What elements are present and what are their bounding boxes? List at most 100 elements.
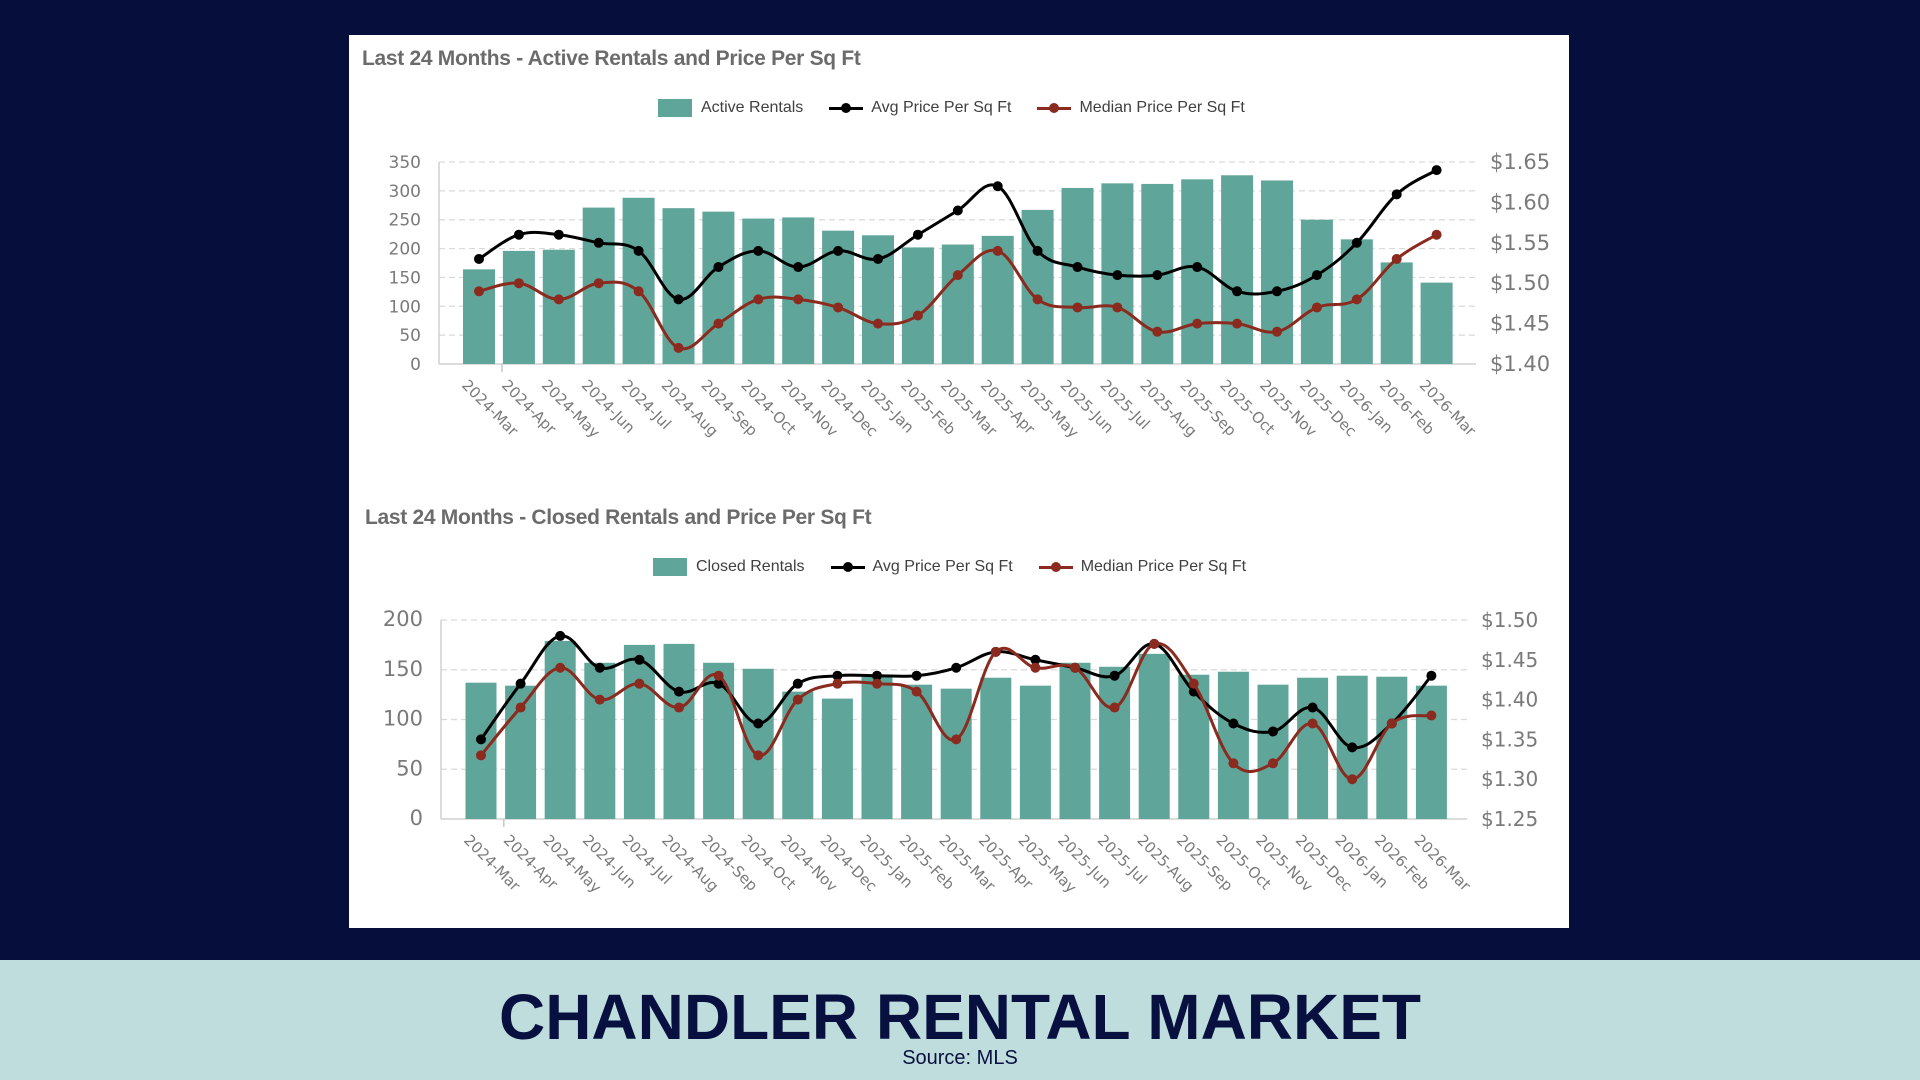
data-point xyxy=(476,750,486,761)
data-point xyxy=(872,670,882,681)
data-point xyxy=(1188,678,1199,689)
data-point xyxy=(634,678,645,689)
chart-title: Last 24 Months - Active Rentals and Pric… xyxy=(362,47,861,70)
data-point xyxy=(553,294,564,305)
legend-item-median: Median Price Per Sq Ft xyxy=(1038,558,1247,576)
data-point xyxy=(633,245,644,256)
legend-label: Active Rentals xyxy=(701,99,804,116)
y-right-tick: $1.45 xyxy=(1490,312,1550,336)
data-point xyxy=(792,678,803,689)
line-marker-icon xyxy=(829,102,864,114)
line-marker-icon xyxy=(1038,561,1073,573)
data-point xyxy=(553,229,564,240)
y-left-tick: 250 xyxy=(389,211,421,231)
data-point xyxy=(1426,670,1437,681)
data-point xyxy=(992,245,1003,256)
bar xyxy=(1019,685,1051,819)
y-left-tick: 0 xyxy=(410,806,423,830)
bar xyxy=(980,677,1012,819)
bar xyxy=(622,197,655,364)
bar xyxy=(821,698,853,819)
bar xyxy=(1221,175,1254,364)
charts-card: Last 24 Months - Active Rentals and Pric… xyxy=(349,35,1569,928)
data-point xyxy=(1311,302,1322,313)
data-point xyxy=(911,670,922,681)
data-point xyxy=(673,294,684,305)
bar xyxy=(861,676,893,819)
data-point xyxy=(593,278,604,289)
bar xyxy=(1178,674,1210,819)
data-point xyxy=(1112,270,1123,281)
bar xyxy=(1420,282,1453,364)
y-left-tick: 50 xyxy=(399,326,421,346)
bar xyxy=(1297,677,1329,819)
y-right-tick: $1.50 xyxy=(1481,608,1538,632)
data-point xyxy=(1272,286,1282,297)
data-point xyxy=(633,286,644,297)
line-marker-icon xyxy=(830,561,865,573)
data-point xyxy=(873,253,883,264)
data-point xyxy=(515,702,526,713)
y-right-tick: $1.30 xyxy=(1481,767,1538,791)
data-point xyxy=(476,734,486,745)
data-point xyxy=(594,694,605,705)
bar xyxy=(940,688,972,819)
data-point xyxy=(873,318,883,329)
data-point xyxy=(952,270,963,281)
y-left-tick: 100 xyxy=(383,707,423,731)
data-point xyxy=(911,686,922,697)
data-point xyxy=(474,286,484,297)
data-point xyxy=(515,678,526,689)
y-left-tick: 150 xyxy=(383,657,423,681)
bar xyxy=(1138,653,1170,819)
y-right-tick: $1.60 xyxy=(1490,190,1550,214)
data-point xyxy=(1347,742,1358,753)
data-point xyxy=(593,237,604,248)
bar xyxy=(502,250,535,364)
data-point xyxy=(952,205,963,216)
data-point xyxy=(1072,302,1083,313)
chart-title: Last 24 Months - Closed Rentals and Pric… xyxy=(365,506,872,529)
data-point xyxy=(912,310,923,321)
legend-item-bars: Closed Rentals xyxy=(653,558,805,576)
legend-label: Closed Rentals xyxy=(696,558,805,575)
data-point xyxy=(1391,253,1402,264)
data-point xyxy=(1228,718,1239,729)
data-point xyxy=(555,662,566,673)
bar xyxy=(1300,219,1333,364)
data-point xyxy=(992,181,1003,192)
data-point xyxy=(555,630,566,641)
data-point xyxy=(793,262,804,273)
data-point xyxy=(951,662,962,673)
legend-label: Median Price Per Sq Ft xyxy=(1080,558,1247,575)
legend-item-avg: Avg Price Per Sq Ft xyxy=(830,558,1013,576)
legend-label: Avg Price Per Sq Ft xyxy=(872,558,1013,575)
data-point xyxy=(1109,670,1120,681)
data-point xyxy=(1307,718,1318,729)
data-point xyxy=(713,262,724,273)
data-point xyxy=(634,654,645,665)
chart-plot: 0 50 100 150 200 $1.25 $1.30 $1.35 $1.40 $1.45 $1.… xyxy=(383,607,1538,897)
data-point xyxy=(792,694,803,705)
data-point xyxy=(1152,270,1163,281)
y-right-tick: $1.25 xyxy=(1481,807,1538,831)
bar xyxy=(1380,262,1413,364)
data-point xyxy=(753,718,764,729)
data-point xyxy=(753,294,764,305)
bar xyxy=(702,211,735,364)
data-point xyxy=(1072,262,1083,273)
title-banner: CHANDLER RENTAL MARKET Source: MLS xyxy=(0,960,1920,1080)
source-label: Source: MLS xyxy=(902,1047,1018,1069)
data-point xyxy=(673,342,684,353)
data-point xyxy=(513,229,524,240)
data-point xyxy=(513,278,524,289)
data-point xyxy=(951,734,962,745)
y-right-tick: $1.65 xyxy=(1490,150,1550,174)
data-point xyxy=(1268,758,1278,769)
legend-item-bars: Active Rentals xyxy=(658,99,803,117)
data-point xyxy=(990,646,1001,657)
data-point xyxy=(753,750,764,761)
data-point xyxy=(713,678,724,689)
data-point xyxy=(1232,286,1243,297)
bar-swatch-icon xyxy=(658,99,692,117)
